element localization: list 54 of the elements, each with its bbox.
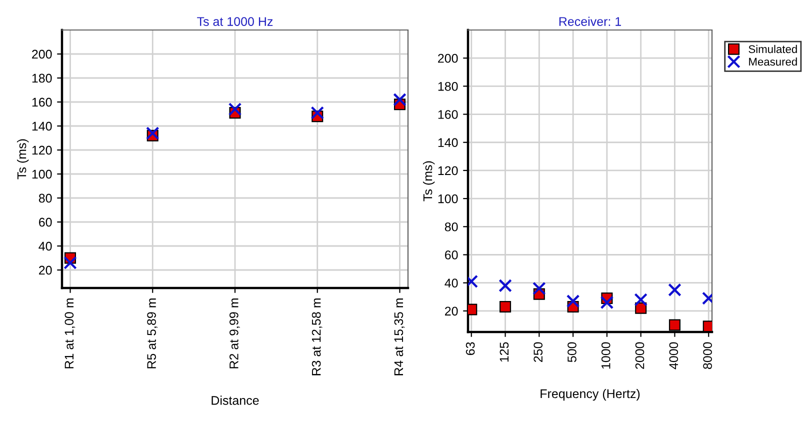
legend-label: Measured — [749, 58, 797, 66]
chart-title: Receiver: 1 — [559, 16, 621, 26]
y-tick-label: 140 — [32, 122, 52, 131]
point — [566, 294, 580, 308]
y-tick-label: 100 — [438, 194, 458, 204]
x-tick-label: R1 at 1,00 m — [64, 298, 76, 368]
y-tick-label: 80 — [38, 194, 52, 203]
y-tick-label: 180 — [32, 74, 52, 83]
x-tick-label: R5 at 5,89 m — [147, 298, 158, 368]
x-tick-label: R4 at 15,35 m — [394, 298, 405, 376]
x-tick-label: 1000 — [601, 342, 610, 369]
y-tick-label: 20 — [445, 306, 458, 316]
y-tick-label: 160 — [438, 110, 458, 119]
y-tick-label: 180 — [438, 82, 458, 91]
y-tick-label: 100 — [32, 170, 52, 179]
y-tick-label: 160 — [32, 98, 52, 107]
point — [228, 102, 242, 116]
x-tick-label: 250 — [534, 342, 543, 362]
y-tick-label: 20 — [39, 266, 52, 275]
y-tick-label: 200 — [438, 54, 458, 63]
y-tick-label: 80 — [444, 222, 458, 232]
y-tick-label: 200 — [32, 50, 52, 59]
point — [668, 319, 680, 331]
y-tick-label: 120 — [438, 166, 458, 176]
point — [634, 293, 648, 306]
y-tick-label: 140 — [438, 138, 458, 148]
x-tick-label: 8000 — [703, 342, 712, 369]
x-tick-label: 2000 — [635, 342, 644, 369]
x-tick-label: R2 at 9,99 m — [230, 298, 240, 368]
x-tick-label: 63 — [466, 342, 475, 355]
y-tick-label: 60 — [39, 218, 52, 227]
x-axis-title: Distance — [212, 396, 259, 405]
y-tick-label: 60 — [445, 250, 458, 260]
point — [393, 92, 406, 106]
x-axis-title: Frequency (Hertz) — [540, 388, 640, 401]
y-axis-title: Ts (ms) — [422, 161, 435, 202]
legend-label: Simulated — [748, 44, 797, 54]
point — [498, 278, 512, 292]
point — [668, 283, 682, 297]
point — [532, 282, 546, 296]
point — [500, 300, 512, 312]
point — [600, 296, 614, 310]
y-tick-label: 40 — [38, 242, 52, 251]
x-tick-label: 500 — [568, 342, 576, 362]
x-tick-label: R3 at 12,58 m — [312, 298, 322, 376]
x-tick-label: 4000 — [669, 342, 678, 370]
point — [146, 126, 160, 140]
y-axis-title: Ts (ms) — [16, 139, 29, 180]
point — [310, 106, 324, 120]
y-tick-label: 40 — [444, 278, 458, 288]
y-tick-label: 120 — [32, 146, 52, 155]
chart-title: Ts at 1000 Hz — [197, 17, 273, 26]
point — [64, 256, 77, 270]
x-tick-label: 125 — [500, 342, 509, 362]
